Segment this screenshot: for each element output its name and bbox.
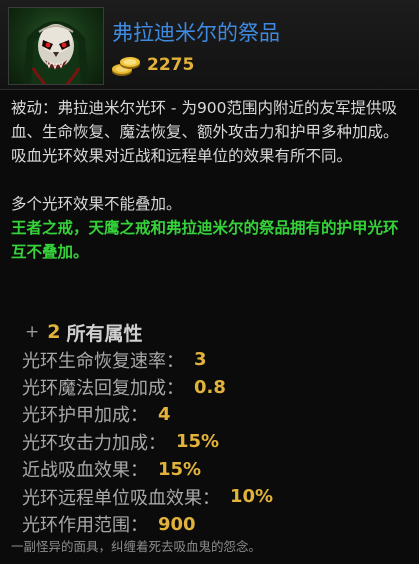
attribute-row-ranged-lifesteal: 光环远程单位吸血效果： 10% [22,483,412,510]
attribute-value: 0.8 [194,376,226,398]
attribute-value: 900 [158,513,196,535]
attribute-row-mana-regen: 光环魔法回复加成： 0.8 [22,373,412,400]
item-cost: 2275 [110,50,194,80]
attribute-row-melee-lifesteal: 近战吸血效果： 15% [22,456,412,483]
attribute-value: 10% [230,486,274,508]
attribute-row-aura-radius: 光环作用范围： 900 [22,510,412,537]
plus-sign: + [25,322,40,342]
item-name: 弗拉迪米尔的祭品 [112,21,280,45]
attribute-label: 光环护甲加成： [22,405,148,427]
attribute-label: 光环攻击力加成： [22,432,166,454]
attribute-label: 光环远程单位吸血效果： [22,487,220,509]
armor-aura-note: 王者之戒，天鹰之戒和弗拉迪米尔的祭品拥有的护甲光环互不叠加。 [11,219,399,261]
all-attributes-label: 所有属性 [66,322,143,345]
gold-coins-icon [112,57,140,76]
attribute-value: 4 [158,403,171,425]
all-attributes-row: + 2 所有属性 [22,318,412,346]
attribute-row-armor: 光环护甲加成： 4 [22,401,412,428]
vladmir-mask-icon [8,7,104,85]
attribute-value: 15% [158,458,202,480]
attribute-value: 3 [194,349,207,371]
lore-text: 一副怪异的面具，纠缠着死去吸血鬼的怨念。 [11,539,262,554]
attribute-label: 光环魔法回复加成： [22,378,184,400]
all-attributes-value: 2 [47,321,61,343]
attribute-label: 光环作用范围： [22,515,148,537]
attribute-label: 近战吸血效果： [22,460,148,482]
tooltip-header: 弗拉迪米尔的祭品 2275 [0,0,419,90]
passive-description: 被动：弗拉迪米尔光环 - 为900范围内附近的友军提供吸血、生命恢复、魔法恢复、… [11,99,399,165]
attribute-row-damage: 光环攻击力加成： 15% [22,428,412,455]
attribute-value: 15% [176,431,220,453]
attribute-list: + 2 所有属性 光环生命恢复速率： 3 光环魔法回复加成： 0.8 光环护甲加… [22,318,412,538]
stacking-note: 多个光环效果不能叠加。 [11,195,182,213]
attribute-label: 光环生命恢复速率： [22,350,184,372]
attribute-row-health-regen: 光环生命恢复速率： 3 [22,346,412,373]
cost-value: 2275 [147,55,195,75]
item-description: 被动：弗拉迪米尔光环 - 为900范围内附近的友军提供吸血、生命恢复、魔法恢复、… [11,96,413,264]
